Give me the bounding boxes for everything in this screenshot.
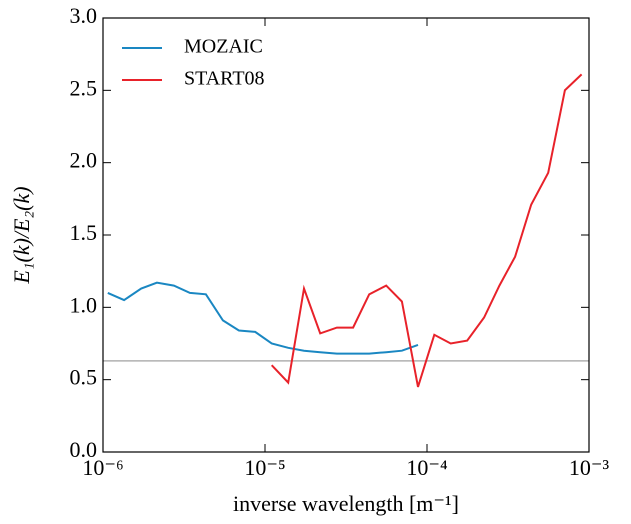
y-tick-label: 2.0 [70,148,98,173]
plot-frame [102,17,590,453]
x-tick-label: 10⁻⁵ [244,455,285,480]
y-tick-label: 1.5 [70,220,98,245]
series-line [107,281,419,355]
y-tick-label: 1.0 [70,292,98,317]
y-tick-label: 2.5 [70,75,98,100]
y-tick-label: 0.0 [70,437,98,462]
y-tick-label: 0.5 [70,365,98,390]
x-tick-label: 10⁻³ [569,455,610,480]
x-axis-label: inverse wavelength [m⁻¹] [233,491,459,516]
y-axis-label: E₁(k)/E₂(k) [9,186,34,284]
y-tick-label: 3.0 [70,3,98,28]
x-tick-label: 10⁻⁶ [82,455,123,480]
legend-label: START08 [184,68,265,90]
series-line [270,73,583,388]
legend-label: MOZAIC [184,36,263,58]
x-tick-label: 10⁻⁴ [406,455,448,480]
